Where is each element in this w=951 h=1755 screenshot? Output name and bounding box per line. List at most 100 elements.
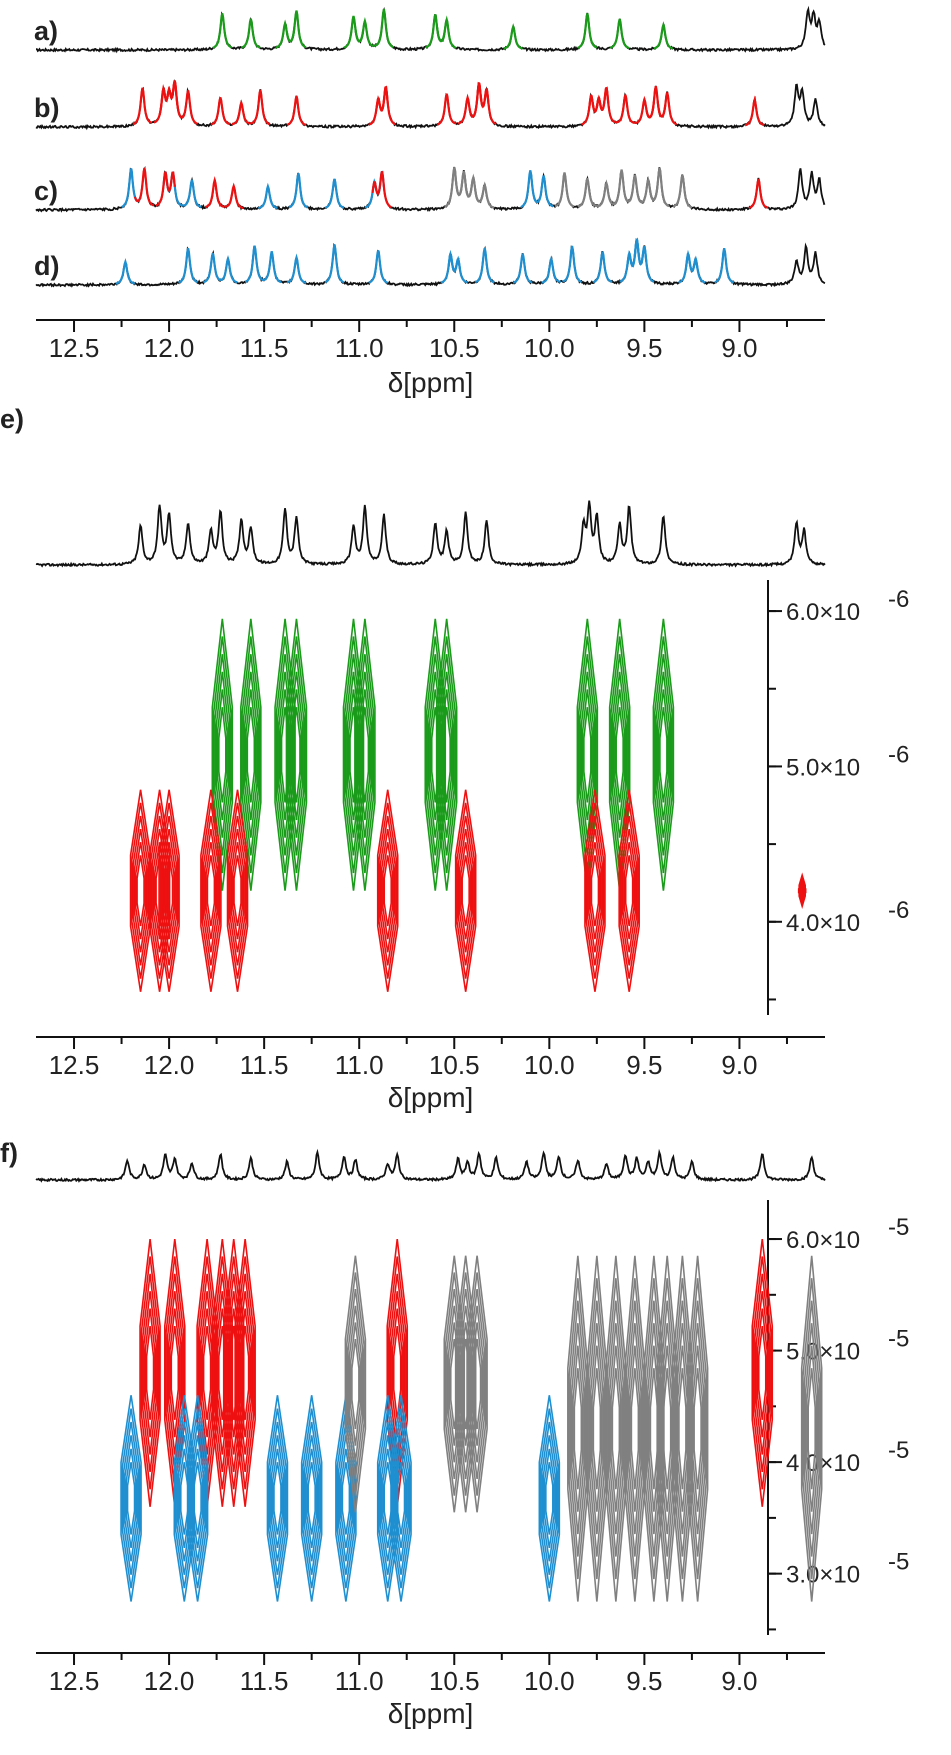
dosy-f-contour-blue <box>394 1435 408 1562</box>
dosy-f-contour-gray <box>627 1323 642 1535</box>
dosy-f-contour-gray <box>347 1289 364 1480</box>
dosy-e-contour-red <box>456 802 476 979</box>
dosy-e-contour-red <box>458 828 473 953</box>
dosy-f-contour-gray <box>806 1345 818 1512</box>
spectrum-d-peak-blue <box>368 250 389 284</box>
dosy-e-contour-green <box>354 618 376 891</box>
dosy-f-contour-gray <box>678 1368 687 1490</box>
dosy-f-contour-blue <box>273 1462 282 1535</box>
dosy-e-contour-red <box>162 828 176 953</box>
dosy-f-x-axis-title: δ[ppm] <box>388 1698 474 1729</box>
dosy-e-label: e) <box>0 404 24 434</box>
dosy-f-contour-blue <box>395 1448 407 1549</box>
top-x-axis-title: δ[ppm] <box>388 367 474 398</box>
spectrum-b-peak-red <box>231 99 251 126</box>
dosy-e-y-tick-exponent: -6 <box>888 741 909 768</box>
dosy-f-contour-red <box>170 1325 180 1420</box>
dosy-f-x-tick-label: 12.5 <box>49 1666 100 1696</box>
dosy-e-contour-red <box>380 828 395 953</box>
dosy-e-contour-green <box>356 654 374 856</box>
dosy-f-contour-red <box>139 1238 161 1507</box>
dosy-f-contour-blue <box>341 1462 351 1535</box>
dosy-f-y-tick-exponent: -5 <box>888 1549 909 1576</box>
dosy-f-contour-blue <box>338 1435 353 1562</box>
dosy-e-contour-green <box>437 636 457 874</box>
dosy-e-contour-red <box>200 789 222 992</box>
spectrum-a-peak-green <box>609 18 630 50</box>
dosy-e-contour-green <box>245 689 257 821</box>
dosy-f-contour-red <box>756 1308 768 1438</box>
dosy-f-x-tick-label: 10.5 <box>429 1666 480 1696</box>
dosy-f-x-tick-label: 12.0 <box>144 1666 195 1696</box>
spectrum-c-peak-red <box>133 167 155 207</box>
dosy-e-x-tick-label: 10.5 <box>429 1050 480 1080</box>
dosy-f-contour-blue <box>121 1408 141 1589</box>
dosy-e-contour-red <box>233 855 242 927</box>
dosy-f-contour-gray <box>588 1300 606 1557</box>
dosy-f-contour-gray <box>693 1368 702 1490</box>
dosy-f-contour-gray <box>803 1300 820 1557</box>
dosy-f-contour-gray <box>611 1368 621 1490</box>
spectrum-a-peak-green <box>653 21 674 50</box>
dosy-e-contour-red <box>622 828 637 953</box>
dosy-f-contour-blue <box>188 1408 208 1589</box>
dosy-f-contour-blue <box>541 1421 558 1575</box>
dosy-f-contour-gray <box>467 1272 487 1496</box>
dosy-f-contour-blue <box>190 1435 205 1562</box>
top-x-tick-label: 12.5 <box>49 333 100 363</box>
dosy-e-contour-red <box>231 842 244 940</box>
spectrum-c-peak-gray <box>474 181 495 209</box>
dosy-f-contour-blue <box>383 1462 393 1535</box>
dosy-f-contour-red <box>240 1325 250 1420</box>
dosy-e-contour-green <box>657 689 669 821</box>
spectrum-a-peak-green <box>285 10 307 49</box>
spectrum-a-peak-green <box>425 14 446 49</box>
dosy-f-contour-blue <box>269 1421 286 1575</box>
dosy-e-contour-green <box>583 707 592 803</box>
dosy-f-contour-gray <box>345 1272 365 1496</box>
dosy-e-contour-red <box>590 855 600 927</box>
dosy-e-contour-green <box>242 654 260 856</box>
dosy-e-contour-green <box>435 618 458 891</box>
dosy-f-contour-blue <box>126 1462 136 1535</box>
spectrum-c-peak-red <box>371 171 392 209</box>
dosy-f-contour-red <box>755 1291 770 1455</box>
spectrum-c-peak-blue <box>182 179 202 208</box>
dosy-f-contour-red <box>236 1273 254 1473</box>
dosy-f-y-tick-exponent: -5 <box>888 1326 909 1353</box>
dosy-panel-e: e)6.0×10-65.0×10-64.0×10-6(cm²/sec)12.51… <box>0 404 909 1113</box>
dosy-e-x-tick-label: 11.0 <box>335 1050 384 1080</box>
spectrum-d-peak-blue <box>512 253 533 284</box>
dosy-f-contour-gray <box>610 1345 622 1512</box>
dosy-f-y-tick-label: 4.0×10 <box>786 1450 860 1477</box>
spectrum-d-peak-blue <box>324 244 345 284</box>
dosy-e-x-tick-label: 10.0 <box>524 1050 575 1080</box>
spectrum-a-peak-green <box>436 15 457 49</box>
dosy-f-contour-blue <box>120 1395 142 1602</box>
spectrum-c-peak-gray <box>462 171 484 203</box>
spectrum-a-peak-green <box>354 16 375 47</box>
spectrum-a-peak-green <box>503 23 523 50</box>
dosy-f-contour-blue <box>122 1421 140 1575</box>
dosy-e-contour-green <box>216 689 228 821</box>
dosy-f-contour-gray <box>630 1368 640 1490</box>
dosy-e-contour-green <box>214 654 231 856</box>
dosy-e-contour-green <box>289 671 304 838</box>
dosy-e-contour-green <box>246 707 256 803</box>
dosy-e-contour-green <box>612 671 627 838</box>
dosy-e-contour-red <box>457 815 474 966</box>
dosy-f-contour-gray <box>689 1300 706 1557</box>
dosy-f-contour-gray <box>591 1345 603 1512</box>
dosy-e-x-tick-label: 9.5 <box>626 1050 662 1080</box>
spectrum-c-peak-blue <box>258 182 278 210</box>
spectrum-a-peak-green <box>241 18 261 49</box>
spectrum-label-a: a) <box>34 16 58 46</box>
dosy-f-y-tick-exponent: -5 <box>888 1214 909 1241</box>
dosy-e-contour-green <box>243 671 258 838</box>
dosy-f-contour-gray <box>348 1305 363 1463</box>
dosy-e-contour-red <box>228 802 248 979</box>
dosy-f-contour-gray <box>688 1278 708 1580</box>
dosy-e-contour-red <box>454 789 477 992</box>
dosy-e-x-tick-label: 9.0 <box>721 1050 757 1080</box>
dosy-f-contour-gray <box>470 1305 484 1463</box>
